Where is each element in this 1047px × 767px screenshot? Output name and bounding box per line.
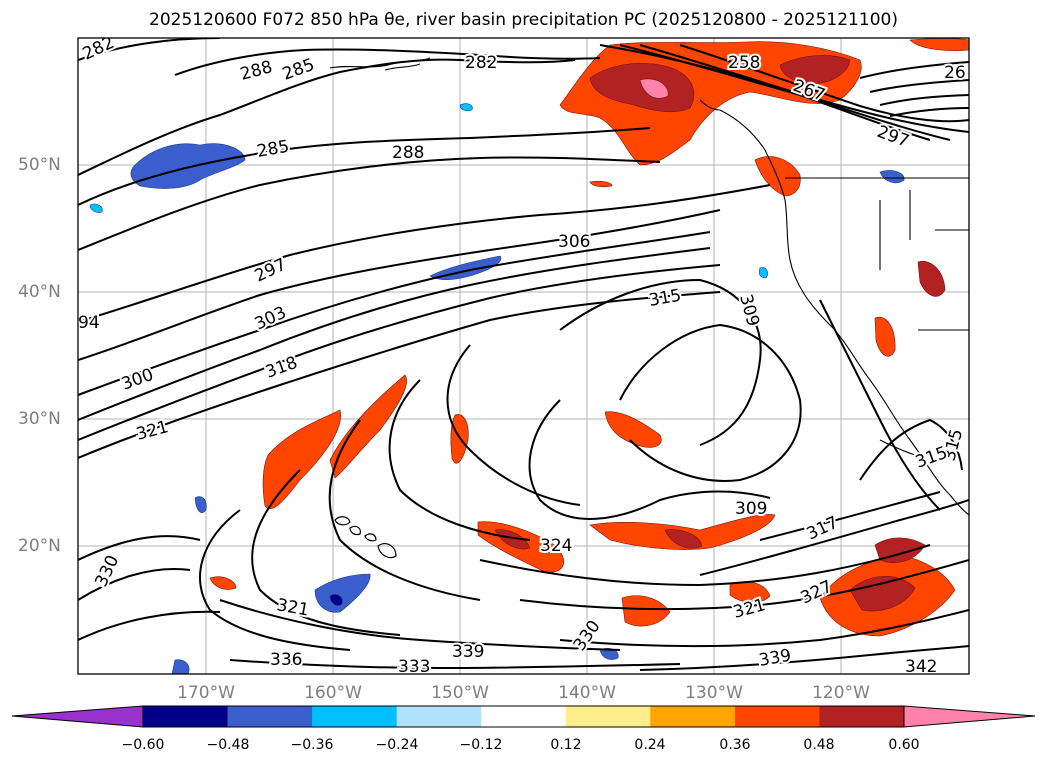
map-title: 2025120600 F072 850 hPa θe, river basin … — [149, 10, 898, 30]
lon-label-140w: 140°W — [558, 683, 616, 703]
colorbar-segment — [481, 706, 567, 727]
contour-label-288-b: 288 — [392, 143, 424, 163]
colorbar — [11, 705, 1036, 728]
contour-label-26: 26 — [944, 63, 966, 83]
colorbar-tick-label: 0.48 — [803, 737, 835, 753]
lat-label-20n: 20°N — [18, 536, 61, 556]
colorbar-tick-label: 0.24 — [634, 737, 666, 753]
precip-negative-areas — [89, 103, 905, 674]
theta-e-contours — [78, 38, 969, 671]
colorbar-segment — [734, 706, 820, 727]
colorbar-frame — [142, 705, 905, 728]
colorbar-tick-label: −0.12 — [459, 737, 503, 753]
contour-label-282-b: 282 — [465, 53, 497, 73]
lon-label-150w: 150°W — [431, 683, 489, 703]
lon-label-130w: 130°W — [685, 683, 743, 703]
precip-positive-areas — [209, 38, 969, 637]
lon-label-160w: 160°W — [304, 683, 362, 703]
contour-label-342: 342 — [905, 657, 937, 677]
lat-label-30n: 30°N — [18, 409, 61, 429]
contour-label-333: 333 — [398, 657, 430, 677]
colorbar-segment — [396, 706, 482, 727]
colorbar-tick-label: 0.60 — [888, 737, 920, 753]
colorbar-segment — [312, 706, 398, 727]
lat-label-50n: 50°N — [18, 155, 61, 175]
colorbar-segment — [227, 706, 313, 727]
contour-label-336: 336 — [270, 650, 302, 670]
map-frame — [77, 37, 970, 675]
contour-label-94: 94 — [78, 313, 100, 333]
colorbar-segment — [565, 706, 651, 727]
lat-label-40n: 40°N — [18, 282, 61, 302]
colorbar-tick-label: −0.24 — [375, 737, 419, 753]
contour-label-339-a: 339 — [452, 642, 484, 662]
graticule — [78, 38, 969, 674]
lon-label-170w: 170°W — [177, 683, 235, 703]
colorbar-segment — [143, 706, 229, 727]
colorbar-tick-label: 0.36 — [719, 737, 751, 753]
contour-label-309-b: 309 — [735, 499, 767, 519]
contour-label-324: 324 — [540, 536, 572, 556]
contour-label-258: 258 — [728, 53, 760, 73]
colorbar-tick-label: −0.48 — [206, 737, 250, 753]
contour-label-306: 306 — [558, 232, 590, 252]
colorbar-tick-label: −0.36 — [290, 737, 334, 753]
colorbar-segment — [650, 706, 736, 727]
hawaii-islands — [334, 516, 397, 559]
colorbar-segment — [12, 706, 143, 727]
colorbar-segment — [904, 706, 1035, 727]
colorbar-tick-label: 0.12 — [550, 737, 582, 753]
coastlines — [329, 57, 969, 516]
colorbar-segment — [819, 706, 905, 727]
colorbar-tick-label: −0.60 — [121, 737, 165, 753]
lon-label-120w: 120°W — [812, 683, 870, 703]
